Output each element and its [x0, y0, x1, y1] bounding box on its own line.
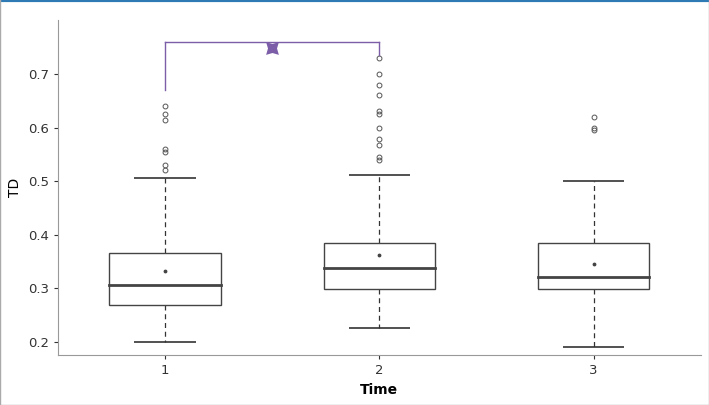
Y-axis label: TD: TD	[9, 178, 22, 197]
X-axis label: Time: Time	[360, 383, 398, 396]
Bar	[538, 243, 649, 289]
Bar	[323, 243, 435, 289]
Bar	[109, 254, 220, 305]
